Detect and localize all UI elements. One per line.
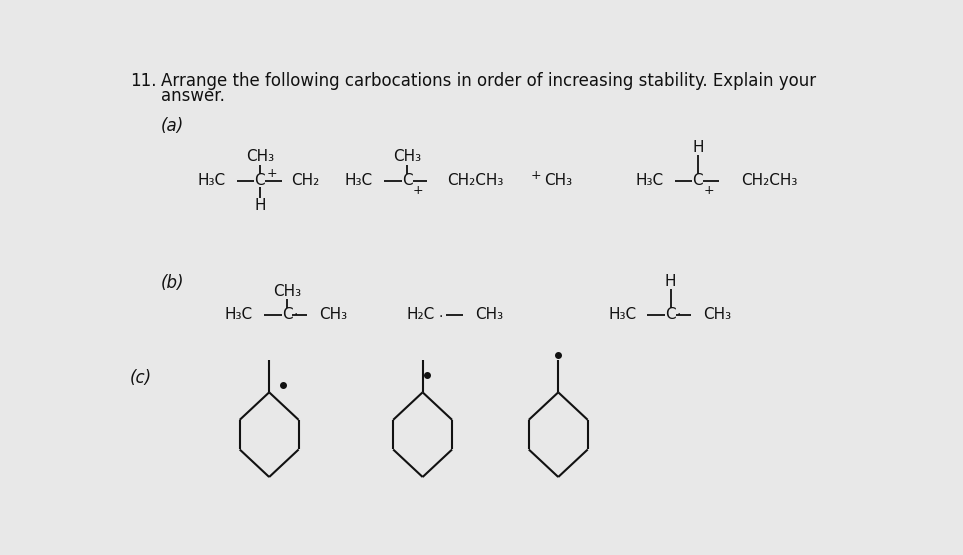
- Text: ·: ·: [438, 310, 443, 324]
- Text: C: C: [692, 173, 703, 188]
- Text: CH₃: CH₃: [393, 149, 421, 164]
- Text: H₃C: H₃C: [345, 173, 373, 188]
- Text: (a): (a): [161, 117, 184, 135]
- Text: CH₃: CH₃: [273, 284, 301, 299]
- Text: C: C: [254, 173, 265, 188]
- Text: H: H: [254, 198, 266, 213]
- Text: (b): (b): [161, 275, 184, 292]
- Text: ·: ·: [677, 307, 681, 321]
- Text: CH₂CH₃: CH₂CH₃: [448, 173, 504, 188]
- Text: CH₂CH₃: CH₂CH₃: [742, 173, 797, 188]
- Text: H₃C: H₃C: [197, 173, 225, 188]
- Text: C: C: [282, 307, 293, 322]
- Text: C: C: [665, 307, 676, 322]
- Text: H₃C: H₃C: [224, 307, 253, 322]
- Text: H: H: [664, 274, 676, 289]
- Text: CH₃: CH₃: [246, 149, 273, 164]
- Text: CH₃: CH₃: [703, 307, 731, 322]
- Text: +: +: [412, 184, 423, 197]
- Text: H₃C: H₃C: [609, 307, 637, 322]
- Text: CH₂: CH₂: [291, 173, 319, 188]
- Text: CH₃: CH₃: [544, 173, 572, 188]
- Text: (c): (c): [130, 369, 152, 387]
- Text: 11.: 11.: [130, 72, 156, 90]
- Text: C: C: [402, 173, 412, 188]
- Text: +: +: [267, 167, 277, 180]
- Text: H₃C: H₃C: [636, 173, 664, 188]
- Text: +: +: [531, 169, 541, 183]
- Text: CH₃: CH₃: [476, 307, 504, 322]
- Text: Arrange the following carbocations in order of increasing stability. Explain you: Arrange the following carbocations in or…: [161, 72, 816, 90]
- Text: answer.: answer.: [161, 87, 224, 105]
- Text: CH₃: CH₃: [320, 307, 348, 322]
- Text: H: H: [692, 140, 704, 155]
- Text: H₂C: H₂C: [406, 307, 435, 322]
- Text: ·: ·: [293, 309, 298, 322]
- Text: +: +: [703, 184, 714, 197]
